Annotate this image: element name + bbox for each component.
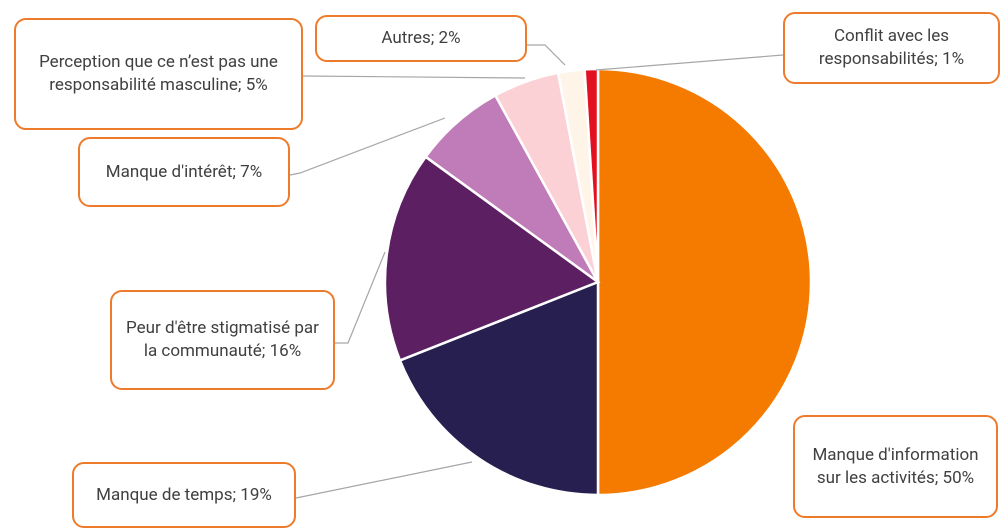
- data-label: Conflit avec les responsabilités; 1%: [783, 12, 1000, 84]
- data-label: Manque d'intérêt; 7%: [78, 137, 290, 207]
- data-label: Manque d'information sur les activités; …: [793, 415, 998, 518]
- leader-line: [302, 75, 526, 79]
- pie-slice: [583, 67, 600, 283]
- leader-line: [289, 117, 446, 176]
- data-label: Perception que ce n’est pas une responsa…: [14, 18, 303, 130]
- data-label: Peur d'être stigmatisé par la communauté…: [110, 290, 335, 390]
- pie-slice: [398, 280, 600, 497]
- leader-line: [595, 54, 784, 71]
- data-label: Autres; 2%: [315, 15, 527, 62]
- leader-line: [335, 251, 386, 344]
- leader-line: [295, 461, 473, 499]
- pie-slice: [596, 67, 813, 497]
- data-label: Manque de temps; 19%: [72, 462, 296, 528]
- leader-line: [527, 44, 566, 66]
- pie-slice: [383, 155, 601, 363]
